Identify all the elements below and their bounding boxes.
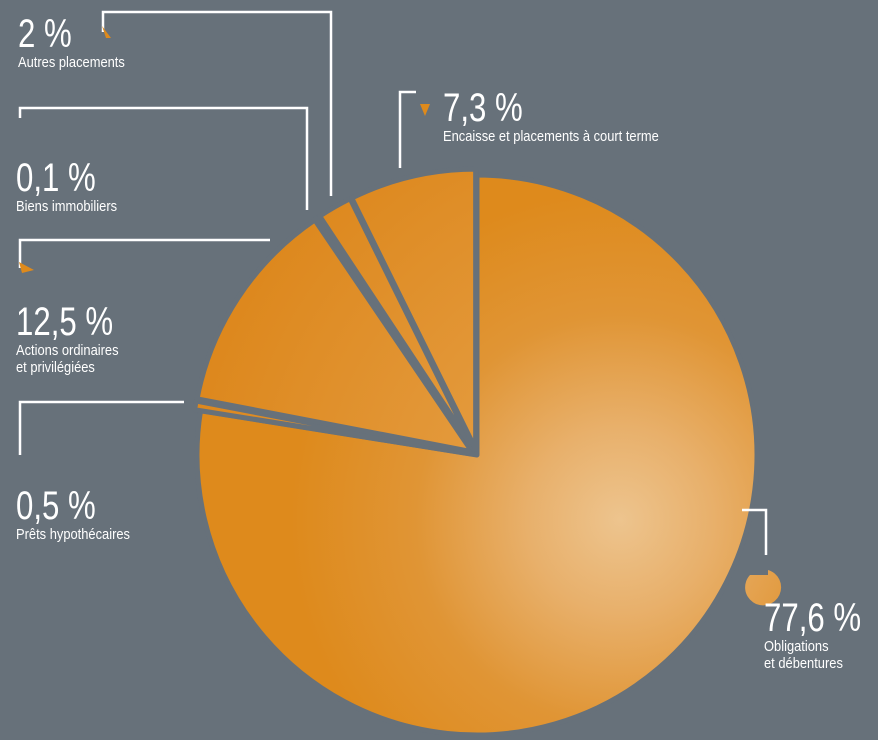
pie-slice-encaisse [349,166,479,452]
slice-caption-prets-hypothecaires: Prêts hypothécaires [16,526,131,543]
leader-lines [18,10,782,606]
slice-value-encaisse: 7,3 % [443,86,523,130]
slice-value-obligations: 77,6 % [764,596,862,640]
slice-label-encaisse: 7,3 % Encaisse et placements à court ter… [443,88,694,145]
slice-label-actions: 12,5 % Actions ordinaires et privilégiée… [16,302,141,376]
leader-line-encaisse [398,90,416,168]
marker-obligations [745,570,782,606]
marker-autres-placements [102,26,111,38]
slice-label-autres-placements: 2 % Autres placements [18,14,142,71]
slice-caption-obligations: Obligations et débentures [764,638,843,672]
pie-slice-actions [194,217,475,455]
slice-caption-autres-placements: Autres placements [18,54,125,71]
leader-line-obligations [742,508,768,555]
marker-actions [19,262,34,273]
slice-label-biens-immobiliers: 0,1 % Biens immobiliers [16,158,134,215]
leader-line-autres-placements [101,10,333,196]
slice-value-autres-placements: 2 % [18,12,72,56]
slice-value-prets-hypothecaires: 0,5 % [16,484,96,528]
slice-label-prets-hypothecaires: 0,5 % Prêts hypothécaires [16,486,149,543]
slice-label-obligations: 77,6 % Obligations et débentures [764,598,878,672]
leader-line-actions [18,238,270,268]
slice-caption-biens-immobiliers: Biens immobiliers [16,198,118,215]
marker-encaisse [420,104,430,116]
slice-caption-actions: Actions ordinaires et privilégiées [16,342,119,376]
pie-slice-obligations [194,172,760,738]
pie-slices [192,166,760,738]
leader-line-prets-hypothecaires [18,400,184,455]
leader-line-biens-immobiliers [18,106,309,210]
slice-value-actions: 12,5 % [16,300,114,344]
slice-caption-encaisse: Encaisse et placements à court terme [443,128,659,145]
slice-value-biens-immobiliers: 0,1 % [16,156,96,200]
